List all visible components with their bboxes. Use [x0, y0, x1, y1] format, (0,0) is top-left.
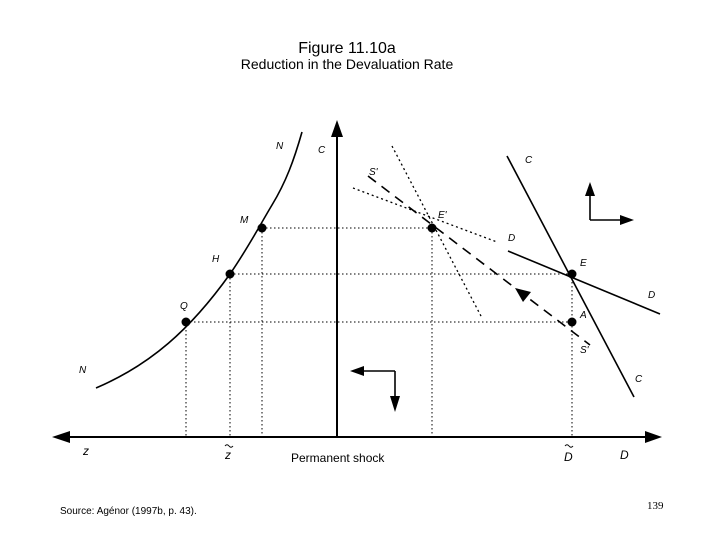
label-d-tilde: D — [564, 450, 573, 464]
point-m — [257, 223, 267, 233]
label-a: A — [579, 310, 587, 321]
tilde-mark-z — [224, 444, 234, 448]
axis-arrow-left-icon — [52, 431, 70, 443]
direction-arrows-lower — [350, 366, 400, 412]
figure-subtitle: Reduction in the Devaluation Rate — [241, 56, 454, 72]
label-m: M — [240, 215, 249, 226]
label-d-lower: D — [648, 290, 655, 301]
label-n-top: N — [276, 141, 284, 152]
figure-title: Figure 11.10a — [298, 40, 396, 57]
point-h — [225, 269, 235, 279]
source-note: Source: Agénor (1997b, p. 43). — [60, 506, 197, 517]
axis-arrow-up-icon — [331, 120, 343, 137]
label-d-upper: D — [508, 233, 515, 244]
label-h: H — [212, 254, 220, 265]
saddle-path-arrow-icon — [515, 288, 531, 302]
guide-lines — [185, 227, 573, 437]
label-e-prime: E' — [438, 210, 448, 221]
page-number: 139 — [647, 500, 664, 512]
label-c-top: C — [525, 155, 533, 166]
arrow-left-icon — [350, 366, 364, 376]
direction-arrows-upper — [585, 182, 634, 225]
label-c-bottom: C — [635, 374, 643, 385]
arrow-down-icon — [390, 396, 400, 412]
label-d-axis: D — [620, 448, 629, 462]
saddle-path-dashed — [367, 175, 591, 346]
arrow-up-icon — [585, 182, 595, 196]
point-q — [181, 317, 191, 327]
dd-line — [507, 250, 661, 315]
label-q: Q — [180, 301, 188, 312]
label-n-bottom: N — [79, 365, 87, 376]
axes — [52, 120, 662, 443]
nn-curve — [95, 131, 303, 389]
tilde-mark-d — [564, 444, 574, 448]
label-s-prime-top: S' — [369, 167, 379, 178]
point-a — [567, 317, 577, 327]
label-z-tilde: z — [224, 448, 231, 462]
label-s-prime-bottom: S' — [580, 345, 590, 356]
label-c-axis: C — [318, 145, 326, 156]
d-prime-dotted-line — [352, 187, 498, 243]
c-prime-dotted-line — [391, 145, 483, 319]
arrow-right-icon — [620, 215, 634, 225]
label-permanent-shock: Permanent shock — [291, 451, 385, 465]
point-e-prime — [427, 223, 437, 233]
axis-arrow-right-icon — [645, 431, 662, 443]
equilibrium-points — [181, 223, 577, 327]
point-e — [567, 269, 577, 279]
label-e: E — [580, 258, 587, 269]
label-z-axis: z — [82, 444, 89, 458]
